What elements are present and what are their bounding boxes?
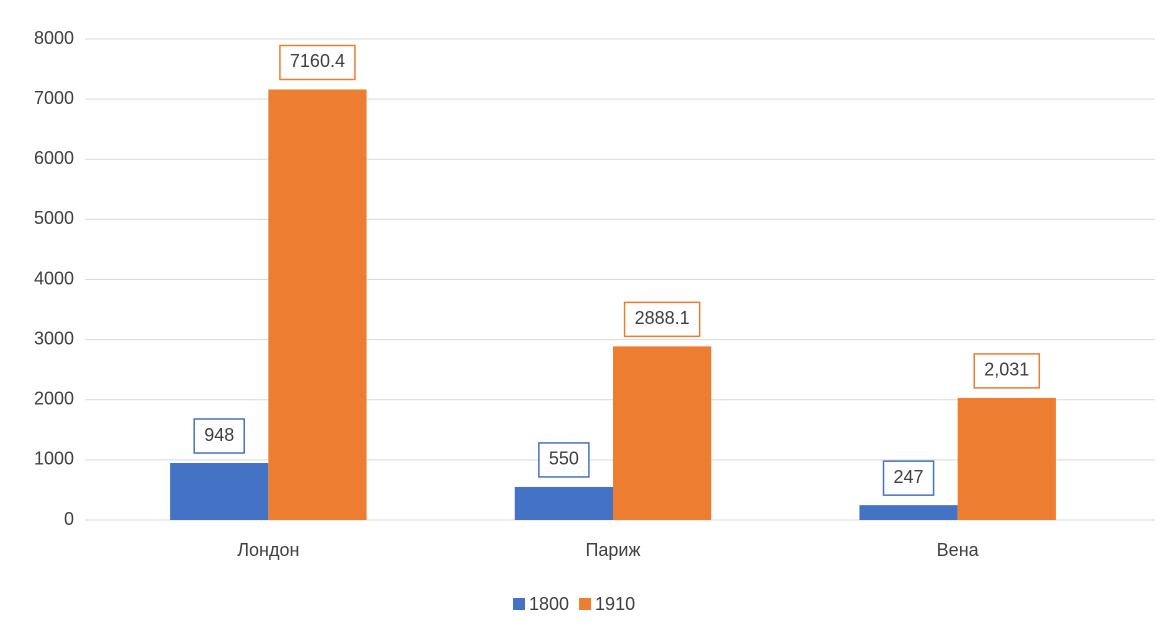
legend-label: 1910: [595, 594, 635, 614]
data-label: 247: [894, 467, 924, 487]
data-label: 7160.4: [290, 51, 345, 71]
y-tick-label: 7000: [34, 88, 74, 108]
x-tick-label: Вена: [937, 540, 980, 560]
data-label: 948: [204, 425, 234, 445]
data-label: 2888.1: [635, 308, 690, 328]
bar: [957, 397, 1056, 520]
data-label-box: [973, 353, 1041, 389]
legend-swatch: [579, 598, 592, 610]
y-tick-label: 3000: [34, 328, 74, 348]
y-tick-label: 8000: [34, 28, 74, 48]
bar: [268, 89, 367, 520]
x-tick-label: Лондон: [237, 540, 299, 560]
legend-label: 1800: [529, 594, 569, 614]
data-label-box: [279, 44, 356, 81]
data-label-box: [193, 418, 245, 454]
y-tick-label: 2000: [34, 389, 74, 409]
bar: [859, 505, 958, 520]
bar: [514, 486, 613, 520]
data-label: 550: [549, 449, 579, 469]
y-tick-label: 4000: [34, 268, 74, 288]
data-label-box: [882, 460, 935, 496]
y-tick-label: 6000: [34, 148, 74, 168]
legend-swatch: [513, 598, 525, 610]
y-tick-label: 1000: [34, 449, 74, 469]
bar: [170, 463, 269, 520]
data-label: 2,031: [984, 360, 1029, 380]
bar: [613, 346, 712, 520]
y-tick-label: 5000: [34, 208, 74, 228]
y-tick-label: 0: [64, 509, 74, 529]
data-label-box: [623, 301, 701, 338]
x-tick-label: Париж: [585, 540, 640, 560]
data-label-box: [538, 442, 590, 478]
